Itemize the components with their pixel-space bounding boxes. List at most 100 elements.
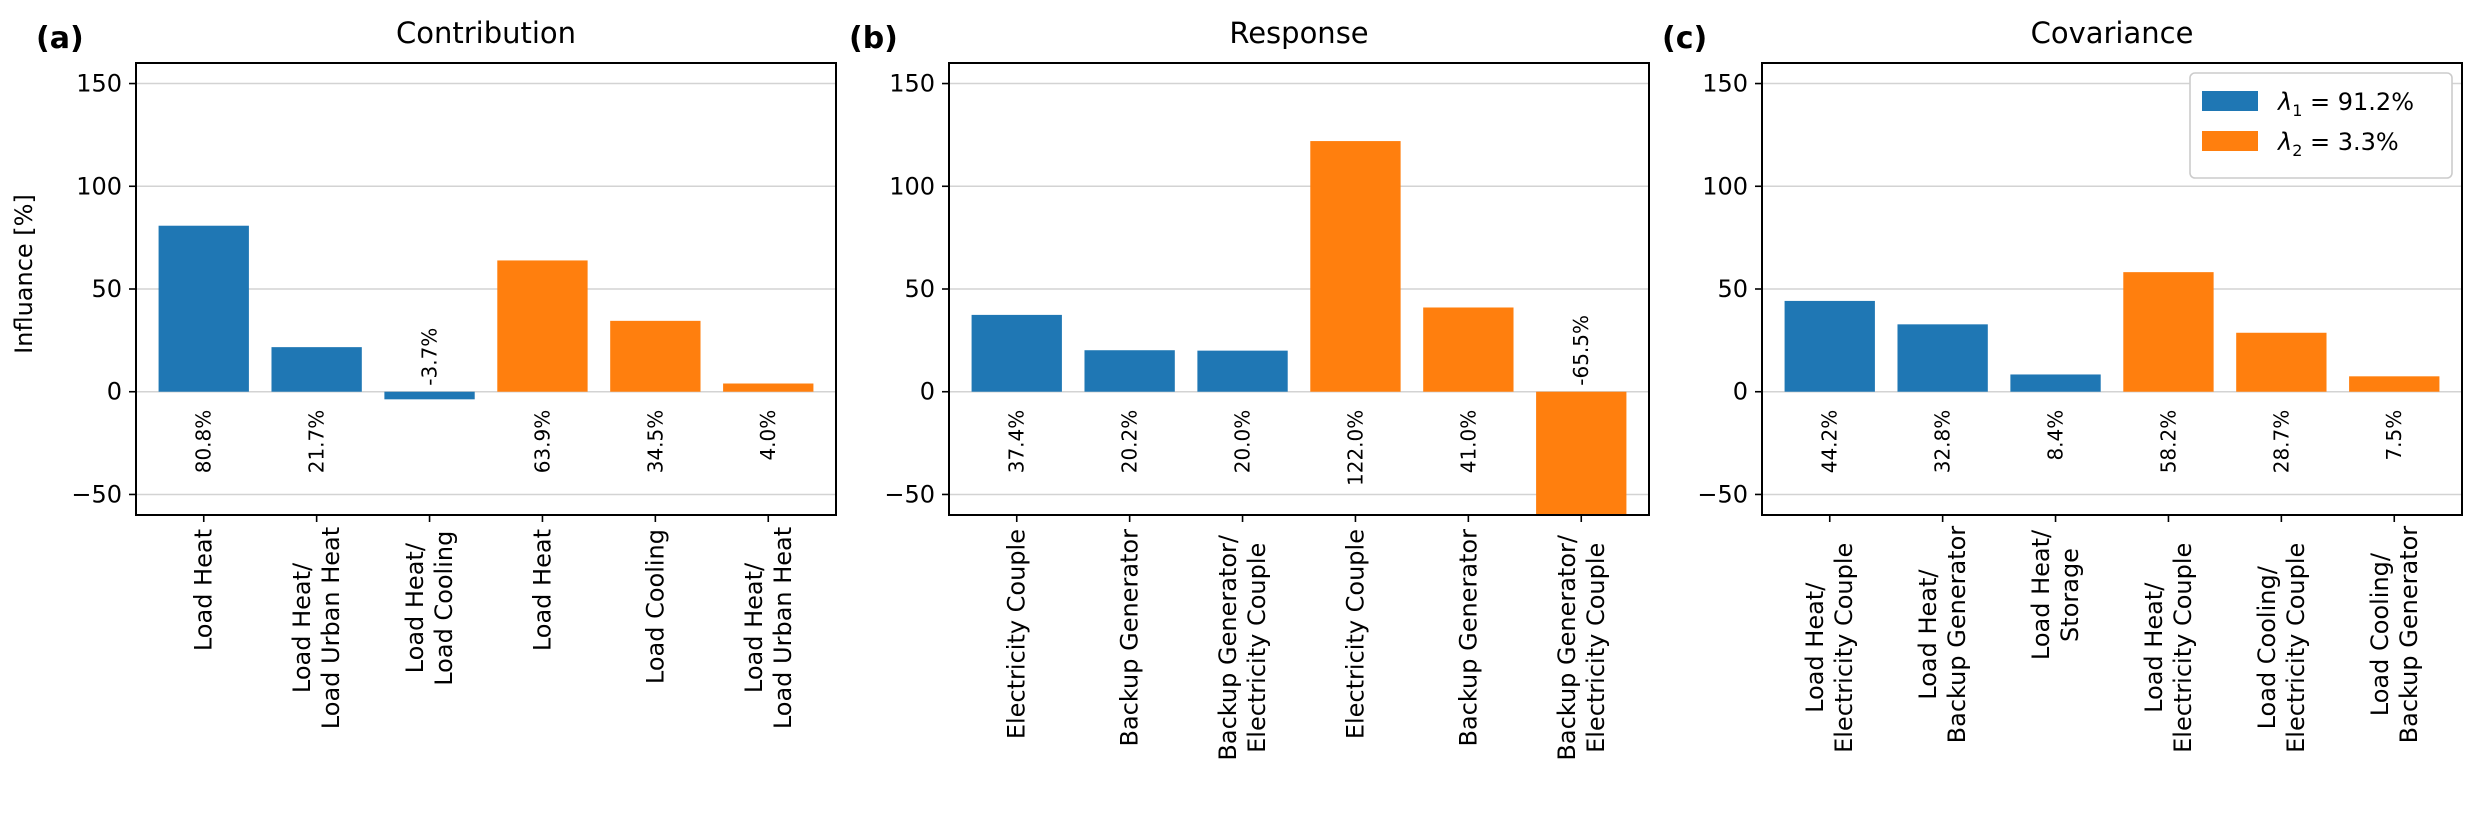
value-label: 58.2% <box>2156 410 2180 474</box>
x-tick-label: Electricity Couple <box>2169 543 2197 753</box>
y-tick-label: 0 <box>107 378 122 406</box>
bar <box>2236 332 2327 392</box>
legend-entry: λ2 = 3.3% <box>2276 128 2399 160</box>
y-tick-label: 50 <box>904 275 935 303</box>
panel-label: (c) <box>1662 21 1707 56</box>
bar <box>1536 391 1627 515</box>
x-tick-label: Backup Generator <box>2395 526 2423 744</box>
legend-swatch <box>2202 131 2258 151</box>
bar <box>271 347 362 392</box>
y-tick-label: 0 <box>920 378 935 406</box>
value-label: 32.8% <box>1931 410 1955 474</box>
bars <box>158 225 814 400</box>
x-tick-label: Load Cooling/ <box>2253 565 2281 729</box>
x-tick-label: Load Urban Heat <box>769 527 797 729</box>
y-tick-label: 150 <box>76 70 122 98</box>
value-label: 28.7% <box>2269 410 2293 474</box>
legend-text: = 91.2% <box>2302 88 2414 116</box>
y-tick-label: 150 <box>889 70 935 98</box>
bar <box>1897 324 1988 392</box>
x-tick-label: Load Heat <box>190 529 218 651</box>
value-label: 21.7% <box>305 410 329 474</box>
x-tick-label: Backup Generator/ <box>1553 534 1581 760</box>
y-tick-label: 100 <box>889 172 935 200</box>
x-tick-label: Load Urban Heat <box>317 527 345 729</box>
value-label: 37.4% <box>1005 410 1029 474</box>
bar <box>723 383 814 392</box>
x-tick-label: Electricity Couple <box>1582 543 1610 753</box>
bar <box>2010 374 2101 392</box>
y-tick-label: 100 <box>1702 172 1748 200</box>
y-axis-label: Influance [%] <box>10 194 38 354</box>
chart-panel-1: 80.8% 21.7% -3.7% 63.9% 34.5% 4.0% −50 0 50 100 15… <box>10 16 837 729</box>
value-label: 44.2% <box>1818 410 1842 474</box>
value-label: 20.0% <box>1231 410 1255 474</box>
x-tick-label: Electricity Couple <box>1243 543 1271 753</box>
value-label: -65.5% <box>1569 315 1593 386</box>
y-tick-label: −50 <box>71 480 122 508</box>
legend-symbol: λ <box>2276 128 2292 156</box>
chart-title: Response <box>1229 16 1368 50</box>
y-tick-label: 100 <box>76 172 122 200</box>
bar <box>384 391 475 400</box>
x-tick-label: Electricity Couple <box>1830 543 1858 753</box>
x-tick-label: Load Heat/ <box>288 562 316 693</box>
x-tick-label: Load Cooling <box>641 529 669 684</box>
bar <box>497 260 588 392</box>
x-tick-label: Load Cooling <box>430 531 458 686</box>
bars <box>1784 272 2440 392</box>
legend: λ1 = 91.2%λ2 = 3.3% <box>2189 72 2453 179</box>
bar <box>2349 376 2440 392</box>
value-label: 4.0% <box>756 410 780 461</box>
x-tick-label: Load Heat/ <box>401 542 429 673</box>
x-tick-label: Backup Generator <box>1454 529 1482 747</box>
chart-panel-3: 44.2% 32.8% 8.4% 58.2% 28.7% 7.5% −50 0 50 100 150… <box>1662 16 2463 753</box>
bar <box>2123 272 2214 392</box>
legend-symbol: λ <box>2276 88 2292 116</box>
chart-title: Contribution <box>396 16 576 50</box>
legend-text: = 3.3% <box>2302 128 2398 156</box>
chart-title: Covariance <box>2031 16 2194 50</box>
x-tick-label: Load Heat/ <box>1801 582 1829 713</box>
y-tick-label: 150 <box>1702 70 1748 98</box>
y-tick-label: −50 <box>884 480 935 508</box>
bars <box>971 141 1627 515</box>
value-label: 41.0% <box>1456 410 1480 474</box>
value-label: 80.8% <box>192 410 216 474</box>
legend-subscript: 2 <box>2292 141 2302 160</box>
x-tick-label: Load Cooling/ <box>2366 552 2394 716</box>
x-tick-label: Load Heat/ <box>2140 582 2168 713</box>
x-tick-label: Electricity Couple <box>1341 529 1369 739</box>
x-tick-label: Load Heat/ <box>2027 529 2055 660</box>
bar <box>1084 350 1175 392</box>
x-tick-label: Storage <box>2056 548 2084 642</box>
bar <box>158 225 249 392</box>
value-label: 34.5% <box>643 410 667 474</box>
legend-subscript: 1 <box>2292 101 2302 120</box>
value-label: -3.7% <box>418 328 442 386</box>
x-tick-label: Electricity Couple <box>2282 543 2310 753</box>
chart-panel-2: 37.4% 20.2% 20.0% 122.0% 41.0% -65.5% −50 0 50 10… <box>849 16 1650 761</box>
legend-entry: λ1 = 91.2% <box>2276 88 2414 120</box>
y-tick-label: 0 <box>1733 378 1748 406</box>
value-label: 20.2% <box>1118 410 1142 474</box>
value-label: 8.4% <box>2044 410 2068 461</box>
bar <box>1784 300 1875 392</box>
bar <box>1423 307 1514 392</box>
panel-label: (b) <box>849 21 898 56</box>
x-tick-label: Load Heat/ <box>1914 569 1942 700</box>
panel-label: (a) <box>36 21 84 56</box>
value-label: 122.0% <box>1343 410 1367 486</box>
x-tick-label: Backup Generator <box>1943 526 1971 744</box>
legend-swatch <box>2202 91 2258 111</box>
x-tick-label: Backup Generator/ <box>1214 534 1242 760</box>
y-tick-label: 50 <box>91 275 122 303</box>
y-tick-label: −50 <box>1697 480 1748 508</box>
bar <box>610 320 701 392</box>
value-label: 63.9% <box>530 410 554 474</box>
bar <box>971 314 1062 392</box>
x-tick-label: Backup Generator <box>1116 529 1144 747</box>
x-tick-label: Load Heat/ <box>740 562 768 693</box>
y-tick-label: 50 <box>1717 275 1748 303</box>
